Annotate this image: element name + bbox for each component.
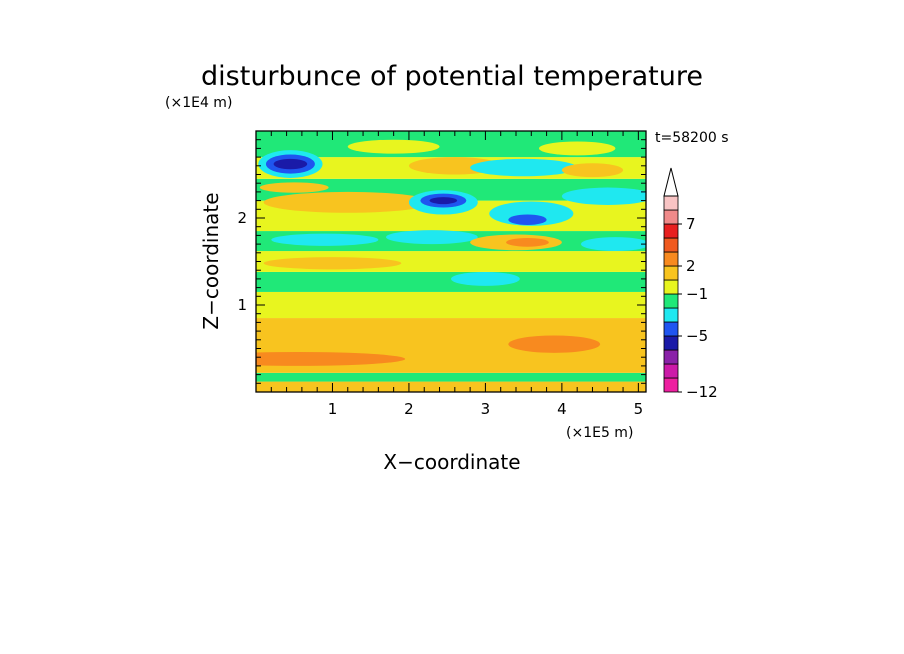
y-tick-label: 1 (237, 296, 247, 314)
colorbar-swatch-0 (663, 377, 679, 393)
contour-band-1 (256, 372, 646, 382)
colorbar-swatch-9 (663, 251, 679, 267)
contour-blob-5 (386, 230, 478, 245)
contour-blob-2 (263, 257, 402, 270)
contour-blob-14 (429, 197, 458, 205)
plot-area (256, 131, 646, 392)
contour-band-0 (256, 381, 646, 392)
y-axis-label: Z−coordinate (199, 192, 223, 329)
colorbar-swatch-7 (663, 279, 679, 295)
colorbar-swatch-8 (663, 265, 679, 281)
contour-blob-18 (470, 158, 578, 177)
contour-blob-16 (259, 182, 329, 193)
contour-blob-1 (508, 335, 601, 353)
contour-blob-22 (273, 158, 308, 170)
x-axis-label: X−coordinate (383, 450, 520, 474)
contour-blob-9 (263, 191, 432, 213)
x-scale-label: (×1E5 m) (566, 425, 633, 441)
x-tick-label: 2 (404, 400, 414, 418)
y-axis: 12 (237, 139, 646, 384)
contour-blob-11 (508, 214, 547, 225)
contour-band-4 (256, 271, 646, 292)
time-label: t=58200 s (655, 130, 729, 146)
colorbar-swatch-6 (663, 293, 679, 309)
x-tick-label: 5 (634, 400, 644, 418)
colorbar-label: −1 (686, 285, 708, 303)
colorbar-swatch-2 (663, 349, 679, 365)
x-tick-label: 3 (481, 400, 491, 418)
colorbar-swatch-10 (663, 237, 679, 253)
contour-blob-23 (347, 139, 440, 154)
contour-blob-15 (561, 187, 646, 205)
colorbar: −12−5−127 (663, 167, 718, 401)
colorbar-swatch-3 (663, 335, 679, 351)
colorbar-label: −12 (686, 383, 718, 401)
chart-title: disturbunce of potential temperature (201, 61, 703, 92)
colorbar-swatch-11 (663, 223, 679, 239)
colorbar-swatch-1 (663, 363, 679, 379)
contour-blob-19 (561, 163, 624, 178)
contour-band-3 (256, 291, 646, 319)
x-tick-label: 4 (557, 400, 567, 418)
contour-blob-3 (451, 271, 520, 286)
colorbar-swatch-12 (663, 209, 679, 225)
contour-blob-7 (506, 238, 549, 247)
contour-blob-4 (271, 233, 379, 246)
contour-blob-8 (581, 237, 646, 252)
x-tick-label: 1 (328, 400, 338, 418)
y-scale-label: (×1E4 m) (165, 95, 232, 111)
contour-blob-24 (538, 141, 616, 156)
y-tick-label: 2 (237, 209, 247, 227)
colorbar-swatch-4 (663, 321, 679, 337)
colorbar-swatch-13 (663, 195, 679, 211)
x-axis: 1 2 3 4 5 (270, 131, 644, 418)
colorbar-swatch-5 (663, 307, 679, 323)
colorbar-label: −5 (686, 327, 708, 345)
contour-blob-0 (256, 351, 406, 366)
colorbar-label: 7 (686, 215, 696, 233)
colorbar-label: 2 (686, 257, 696, 275)
colorbar-extend-arrow (663, 167, 679, 197)
